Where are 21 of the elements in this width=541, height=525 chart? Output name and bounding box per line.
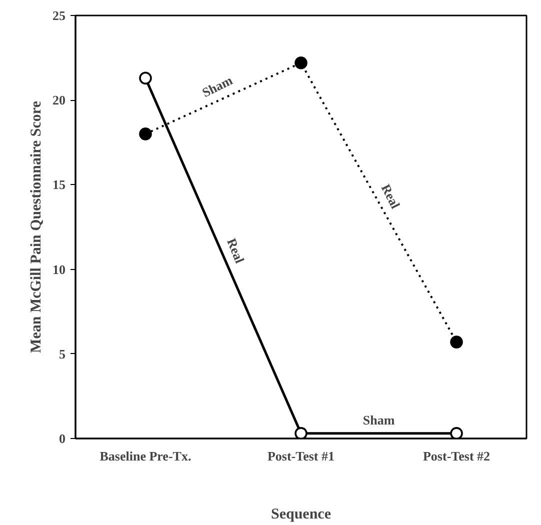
point xyxy=(139,72,152,84)
annotation: Sham xyxy=(362,412,395,428)
annotation: Real xyxy=(378,182,404,212)
annotation: Real xyxy=(224,236,248,266)
point xyxy=(294,427,308,438)
annotation: Sham xyxy=(200,72,235,100)
point xyxy=(294,56,308,70)
y-tick-label: 5 xyxy=(59,346,66,362)
x-tick-label: Post-Test #2 xyxy=(422,448,490,464)
x-tick-label: Baseline Pre-Tx. xyxy=(100,448,192,464)
y-tick-label: 10 xyxy=(52,262,66,277)
y-tick-label: 0 xyxy=(59,431,66,446)
x-axis-title: Sequence xyxy=(271,506,332,522)
x-tick-label: Post-Test #1 xyxy=(267,448,335,464)
y-tick-label: 20 xyxy=(52,92,66,108)
point xyxy=(450,336,463,348)
point xyxy=(139,128,152,140)
y-tick-label: 25 xyxy=(52,8,66,23)
y-tick-label: 15 xyxy=(52,177,66,192)
y-axis-title: Mean McGill Pain Questionnaire Score xyxy=(28,100,44,353)
point xyxy=(450,427,463,438)
